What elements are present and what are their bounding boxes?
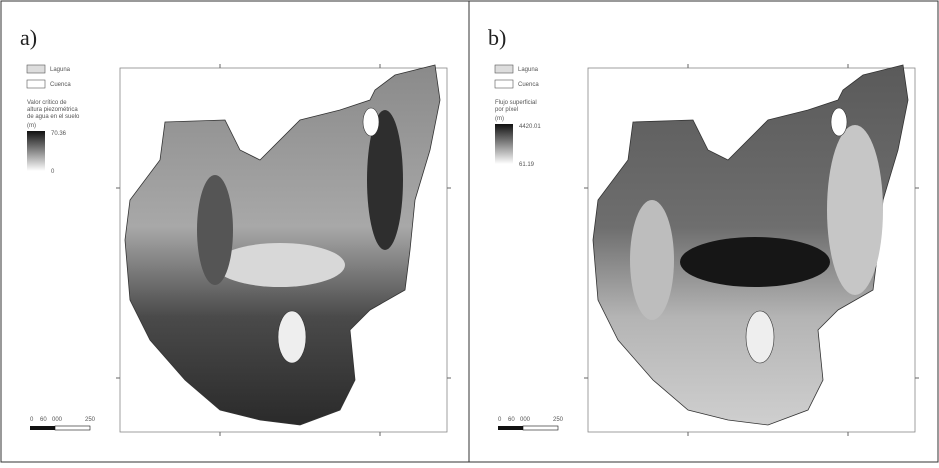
scale-label: 000 [52,417,63,423]
legend-swatch [495,80,513,88]
map-zone [215,243,345,287]
legend-swatch [495,65,513,73]
scale-bar [30,426,55,430]
scale-label: 60 [40,417,47,423]
scale-label: 0 [498,417,502,423]
legend-title-line: por píxel [495,107,518,113]
legend-unit: (m) [27,123,36,129]
map-zone [197,175,233,285]
scale-label: 0 [30,417,34,423]
lake [278,311,306,363]
map-zone [680,237,830,287]
legend-label: Laguna [518,67,539,73]
legend-label: Cuenca [50,82,71,88]
panel-label: a) [20,25,37,50]
legend-swatch [27,80,45,88]
scale-label: 250 [85,417,96,423]
scale-bar [523,426,558,430]
legend-swatch [27,65,45,73]
scale-bar [498,426,523,430]
legend-unit: (m) [495,116,504,122]
map-zone [827,125,883,295]
lake [746,311,774,363]
ramp-max: 4420.01 [519,124,541,130]
color-ramp [495,124,513,164]
scale-label: 000 [520,417,531,423]
map-zone [630,200,674,320]
legend-title-line: de agua en el suelo [27,114,80,120]
ramp-max: 70.36 [51,131,67,137]
legend-title-line: Valor crítico de [27,100,67,106]
color-ramp [27,131,45,171]
panel-label: b) [488,25,506,50]
ramp-min: 61.19 [519,162,535,168]
scale-label: 60 [508,417,515,423]
lake [363,108,379,136]
figure: a) Laguna Cuenca Valor crítico dealtura pie… [0,0,939,463]
legend-title-line: altura piezométrica [27,107,78,113]
scale-label: 250 [553,417,564,423]
lake [831,108,847,136]
ramp-min: 0 [51,169,55,175]
legend-label: Cuenca [518,82,539,88]
legend-title-line: Flujo superficial [495,100,537,106]
legend-label: Laguna [50,67,71,73]
scale-bar [55,426,90,430]
